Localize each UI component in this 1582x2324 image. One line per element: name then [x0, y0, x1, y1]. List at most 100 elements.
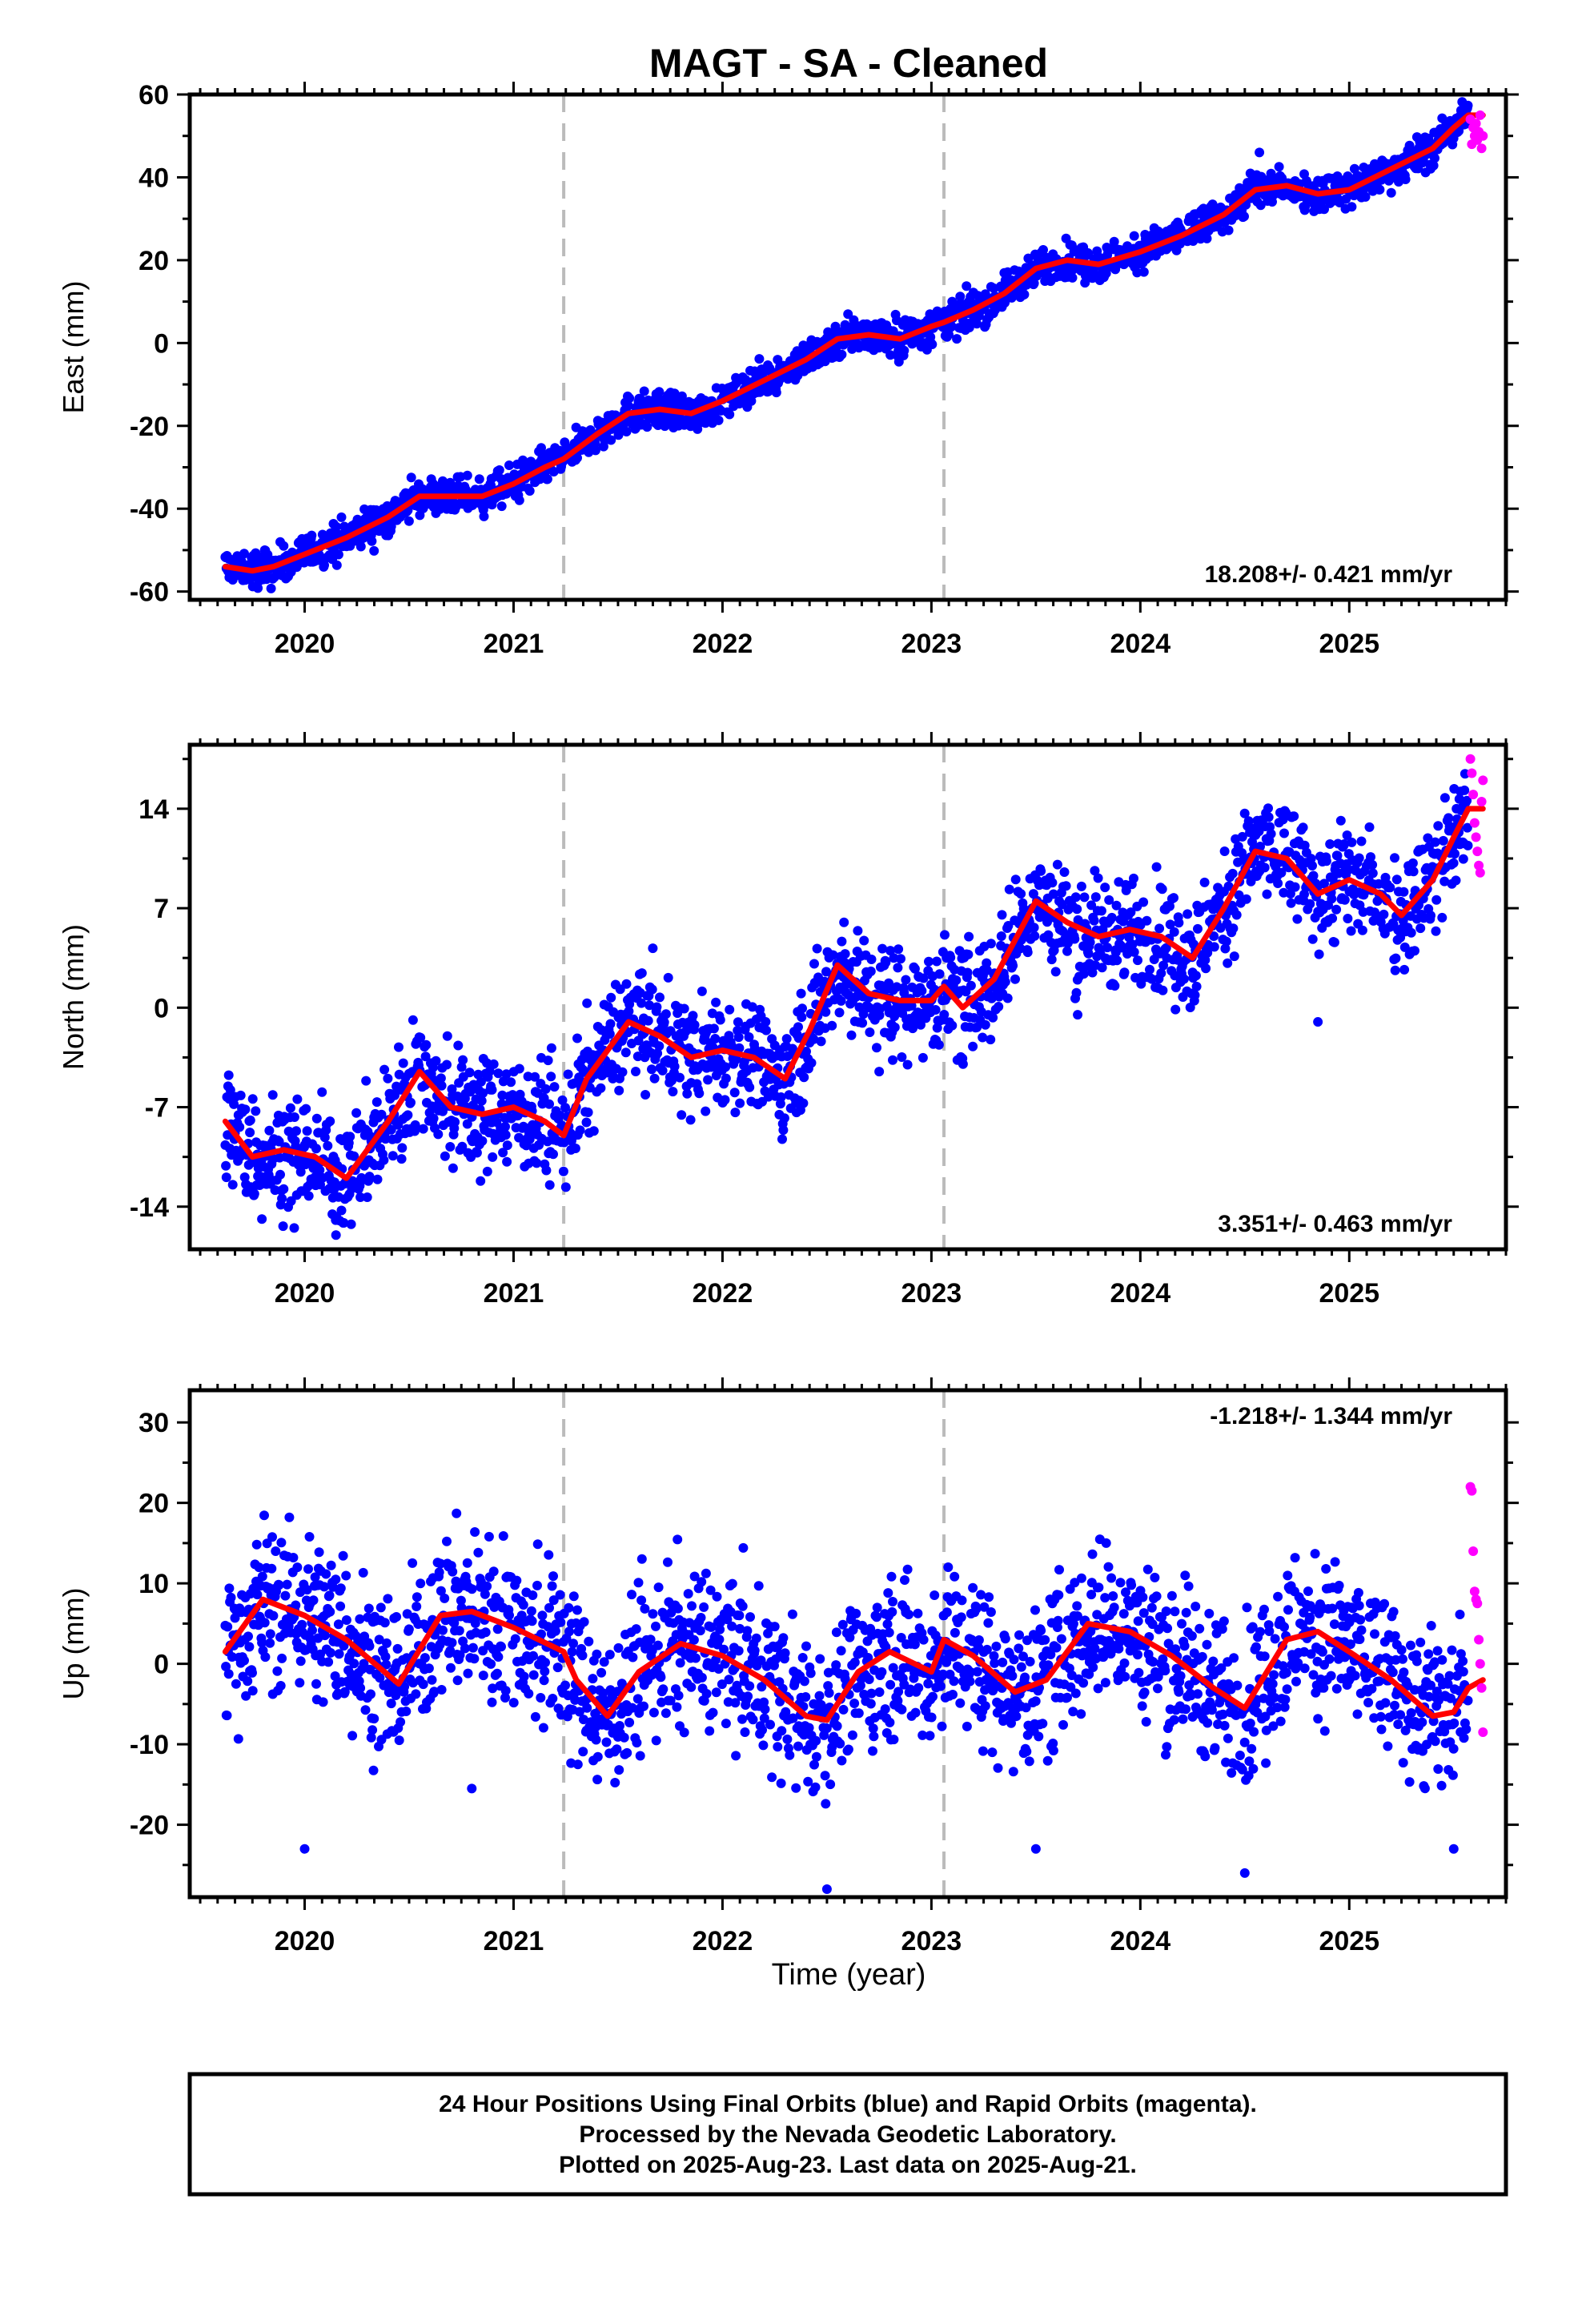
final-orbit-point: [496, 1099, 507, 1109]
final-orbit-point: [1138, 897, 1149, 907]
final-orbit-point: [1327, 913, 1338, 923]
final-orbit-point: [703, 1075, 713, 1085]
final-orbit-point: [1333, 868, 1343, 879]
final-orbit-point: [858, 1009, 869, 1019]
final-orbit-point: [725, 1004, 735, 1015]
final-orbit-point: [462, 470, 472, 480]
final-orbit-point: [735, 1098, 745, 1108]
final-orbit-point: [677, 1110, 687, 1120]
final-orbit-point: [1100, 883, 1110, 893]
final-orbit-point: [311, 1679, 321, 1689]
final-orbit-point: [744, 1032, 754, 1042]
final-orbit-point: [226, 1592, 236, 1602]
final-orbit-point: [338, 1550, 348, 1561]
final-orbit-point: [288, 1553, 299, 1562]
panel-frame: [187, 742, 1508, 1252]
final-orbit-point: [621, 427, 632, 436]
final-orbit-point: [326, 1560, 336, 1570]
final-orbit-point: [476, 1176, 486, 1186]
final-orbit-point: [335, 1583, 346, 1594]
final-orbit-point: [367, 1725, 378, 1735]
final-orbit-point: [574, 1707, 584, 1717]
final-orbit-point: [1223, 958, 1233, 968]
final-orbit-point: [687, 1601, 697, 1611]
x-tick-label: 2025: [1319, 1278, 1379, 1309]
final-orbit-point: [899, 987, 909, 998]
x-tick-label: 2021: [484, 1278, 544, 1309]
final-orbit-point: [362, 1192, 372, 1202]
final-orbit-point: [436, 1073, 446, 1084]
final-orbit-point: [548, 1149, 558, 1160]
final-orbit-point: [679, 1003, 689, 1014]
final-orbit-point: [588, 1126, 599, 1136]
final-orbit-point: [264, 1125, 275, 1136]
final-orbit-point: [675, 1658, 685, 1668]
final-orbit-point: [1263, 803, 1273, 814]
final-orbit-point: [418, 1679, 428, 1690]
final-orbit-point: [331, 1230, 341, 1240]
final-orbit-point: [821, 1007, 831, 1017]
final-orbit-point: [241, 1691, 251, 1701]
final-orbit-point: [478, 1671, 488, 1681]
final-orbit-point: [947, 1020, 958, 1031]
final-orbit-point: [319, 1630, 330, 1641]
final-orbit-point: [655, 992, 665, 1003]
final-orbit-point: [1391, 953, 1401, 963]
final-orbit-point: [1004, 884, 1014, 895]
final-orbit-point: [396, 1717, 406, 1727]
rapid-orbit-point: [1478, 131, 1488, 141]
final-orbit-point: [537, 1610, 548, 1621]
final-orbit-point: [455, 1650, 465, 1660]
final-orbit-point: [601, 1737, 612, 1747]
final-orbit-point: [518, 1121, 528, 1132]
final-orbit-point: [582, 998, 592, 1008]
final-orbit-point: [454, 1626, 464, 1636]
final-orbit-point: [567, 1647, 577, 1657]
final-orbit-point: [1029, 278, 1039, 288]
final-orbit-point: [1219, 846, 1230, 856]
final-orbit-point: [773, 355, 783, 365]
final-orbit-point: [644, 1000, 655, 1011]
final-orbit-point: [1133, 955, 1142, 966]
y-tick-label: 60: [139, 80, 169, 111]
final-orbit-point: [498, 1148, 508, 1158]
final-orbit-point: [496, 1642, 506, 1652]
final-orbit-point: [986, 1035, 996, 1045]
final-orbit-point: [721, 1073, 731, 1084]
final-orbit-point: [853, 926, 863, 936]
final-orbit-point: [1439, 876, 1450, 887]
final-orbit-point: [412, 1602, 422, 1611]
final-orbit-point: [1126, 907, 1136, 918]
final-orbit-point: [1331, 904, 1342, 915]
final-orbit-point: [1036, 866, 1046, 876]
final-orbit-point: [523, 1072, 533, 1082]
final-orbit-point: [452, 1508, 462, 1518]
final-orbit-point: [1165, 901, 1174, 911]
final-orbit-point: [1463, 840, 1473, 850]
final-orbit-point: [636, 1595, 647, 1606]
x-tick-label: 2022: [693, 1278, 753, 1309]
y-tick-label: -20: [130, 412, 169, 442]
final-orbit-point: [321, 1569, 331, 1579]
final-orbit-point: [1067, 272, 1078, 283]
final-orbit-point: [1080, 278, 1090, 288]
final-orbit-point: [440, 1593, 450, 1603]
final-orbit-point: [889, 1022, 900, 1032]
final-orbit-point: [812, 943, 822, 954]
final-orbit-point: [1070, 892, 1081, 903]
final-orbit-point: [596, 1667, 607, 1678]
final-orbit-point: [902, 1059, 913, 1070]
final-orbit-point: [1158, 960, 1169, 971]
final-orbit-point: [939, 1010, 950, 1019]
y-tick-label: 0: [154, 328, 169, 359]
final-orbit-point: [599, 1657, 609, 1667]
final-orbit-point: [642, 422, 652, 432]
final-orbit-point: [239, 549, 249, 559]
final-orbit-point: [453, 1040, 464, 1051]
final-orbit-point: [349, 1659, 359, 1669]
final-orbit-point: [247, 1686, 258, 1696]
final-orbit-point: [406, 472, 416, 483]
final-orbit-point: [380, 1651, 391, 1662]
final-orbit-point: [1443, 813, 1454, 823]
final-orbit-point: [747, 1002, 757, 1012]
